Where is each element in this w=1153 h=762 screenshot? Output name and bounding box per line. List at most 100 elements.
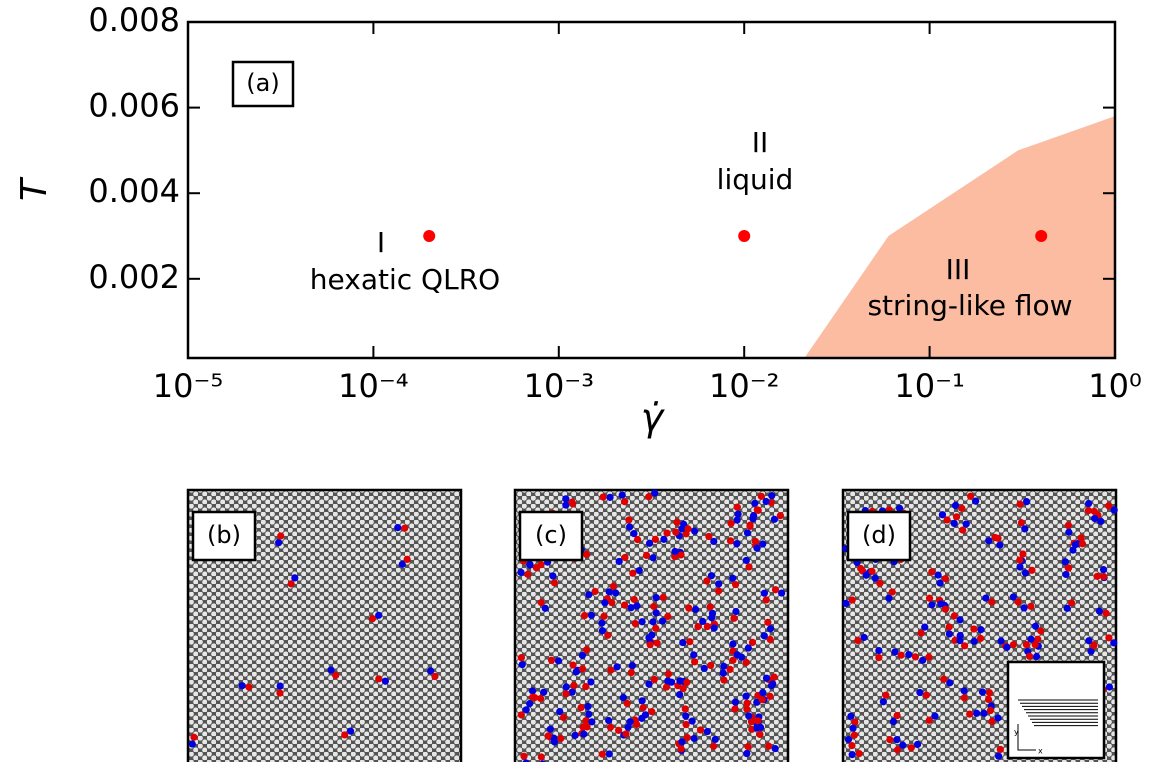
particle [956,616,964,624]
particle [857,564,865,573]
particle [749,515,757,523]
particle [771,586,780,594]
particle [672,528,680,536]
particle [733,516,741,524]
particle [332,671,340,679]
particle [862,571,870,579]
particle [547,656,556,664]
particle [599,493,607,501]
particle [973,709,981,717]
particle [1019,550,1027,558]
particle [686,638,694,646]
particle [925,594,934,602]
particle [921,623,929,631]
particle [770,515,778,523]
particle [403,555,411,564]
particle [1022,640,1031,649]
y-tick-label: 0.006 [88,87,180,125]
particle [629,569,637,577]
panel-label: (a) [246,69,279,97]
particle [1034,635,1042,643]
particle [582,646,591,654]
particle [1003,643,1011,651]
particle [1016,556,1024,564]
particle [583,723,591,731]
particle [941,605,950,613]
particle [743,705,751,713]
y-tick-label: 0.002 [88,258,180,296]
particle [745,712,753,720]
x-tick-label: 10⁻³ [524,367,594,405]
particle [907,744,915,752]
particle [776,512,784,520]
particle [1105,634,1113,642]
particle [719,669,727,677]
particle [758,696,766,704]
particle [928,601,936,609]
particle [1091,514,1099,523]
particle [557,734,565,743]
particle [938,511,947,519]
particle [627,668,635,677]
particle [606,493,614,501]
particle [851,718,859,726]
particle [905,651,913,659]
particle [760,632,768,640]
particle [895,504,904,512]
particle [1084,506,1093,515]
particle [327,666,335,674]
particle [982,594,990,602]
particle [245,683,253,691]
particle [985,537,993,545]
particle [945,630,954,638]
particle [911,653,920,661]
particle [759,540,767,548]
particle [868,567,876,575]
particle [766,635,774,644]
particle [917,629,925,637]
particle [893,736,901,744]
particle [528,693,537,701]
particle [744,644,752,652]
particle [925,653,933,661]
particle [628,662,636,670]
particle [651,535,659,543]
particle [984,695,993,704]
particle [941,575,950,583]
particle [768,492,776,500]
particle [639,704,647,712]
particle [381,677,389,685]
particle [604,631,612,639]
particle [582,550,591,559]
particle [568,498,576,506]
particle [613,663,621,671]
particle [600,612,608,620]
particle [681,705,689,713]
particle [684,525,692,533]
region [804,116,1115,358]
particle [1100,573,1108,581]
particle [764,618,772,626]
particle [690,734,698,743]
particle [751,537,759,545]
particle [956,636,964,645]
particle [652,624,660,632]
inset-axis-label: x [1038,747,1043,756]
particle [664,670,673,678]
particle [645,680,653,688]
particle [626,523,634,531]
particle [976,634,985,643]
particle [994,714,1002,722]
particle [664,612,672,621]
particle [848,751,856,759]
particle [879,698,887,706]
particle [703,727,711,736]
particle [897,651,905,659]
particle [720,662,728,670]
particle [578,665,587,673]
particle [431,672,439,680]
particle [651,489,659,497]
particle [680,520,688,528]
particle [729,656,737,664]
particle [659,593,667,601]
